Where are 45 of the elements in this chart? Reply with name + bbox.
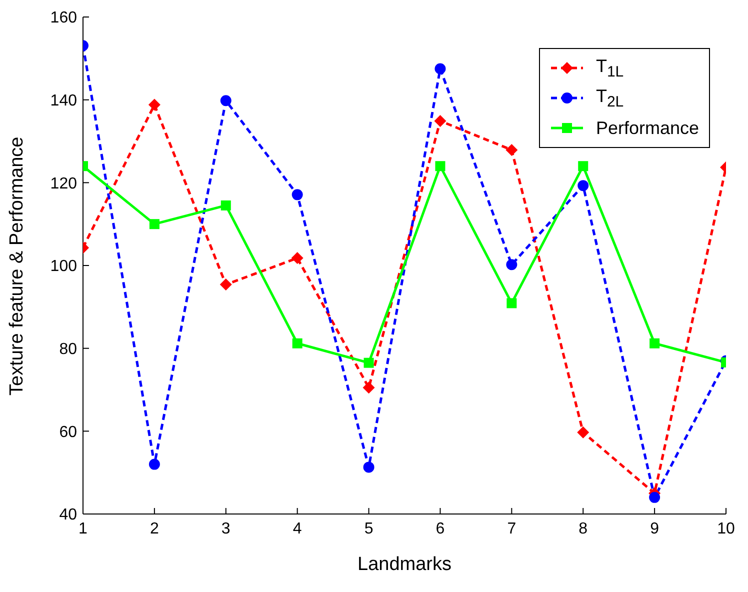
point bbox=[506, 144, 518, 156]
x-tick-label: 5 bbox=[364, 520, 374, 538]
point bbox=[148, 458, 160, 470]
y-tick-label: 60 bbox=[59, 424, 78, 441]
point bbox=[434, 63, 446, 74]
point bbox=[577, 426, 590, 438]
point bbox=[148, 98, 160, 111]
point bbox=[149, 219, 160, 230]
point bbox=[220, 95, 232, 106]
x-axis-title: Landmarks bbox=[358, 554, 452, 575]
x-tick-label: 6 bbox=[436, 520, 445, 538]
point bbox=[435, 161, 446, 172]
point bbox=[506, 259, 518, 270]
y-tick-label: 100 bbox=[50, 258, 78, 276]
x-tick-label: 10 bbox=[717, 520, 735, 538]
x-tick-label: 8 bbox=[578, 520, 588, 538]
point bbox=[220, 200, 231, 210]
legend-label: T$_{1L}$ bbox=[596, 56, 624, 80]
point bbox=[578, 180, 589, 192]
point bbox=[506, 298, 517, 308]
x-tick-label: 1 bbox=[78, 520, 88, 538]
y-axis-title: Texture feature & Performance bbox=[6, 136, 28, 396]
y-tick-label: 120 bbox=[50, 175, 78, 192]
legend-label: Performance bbox=[596, 118, 699, 138]
point bbox=[362, 382, 375, 394]
x-tick-label: 4 bbox=[292, 520, 302, 538]
point bbox=[291, 252, 304, 264]
x-tick-label: 3 bbox=[221, 520, 230, 538]
point bbox=[220, 278, 232, 291]
point bbox=[649, 492, 660, 503]
y-tick-label: 160 bbox=[50, 10, 78, 27]
x-tick-label: 7 bbox=[507, 520, 516, 538]
y-tick-label: 40 bbox=[59, 506, 78, 524]
x-tick-label: 9 bbox=[650, 520, 660, 538]
point bbox=[363, 462, 374, 473]
point bbox=[292, 338, 302, 348]
x-tick-label: 2 bbox=[150, 520, 159, 538]
point bbox=[578, 161, 588, 172]
point bbox=[292, 189, 303, 200]
y-tick-label: 140 bbox=[50, 92, 78, 110]
legend-label: T$_{2L}$ bbox=[596, 86, 624, 110]
point bbox=[650, 338, 660, 348]
y-tick-label: 80 bbox=[59, 341, 78, 358]
point bbox=[434, 114, 446, 127]
point bbox=[364, 358, 374, 368]
